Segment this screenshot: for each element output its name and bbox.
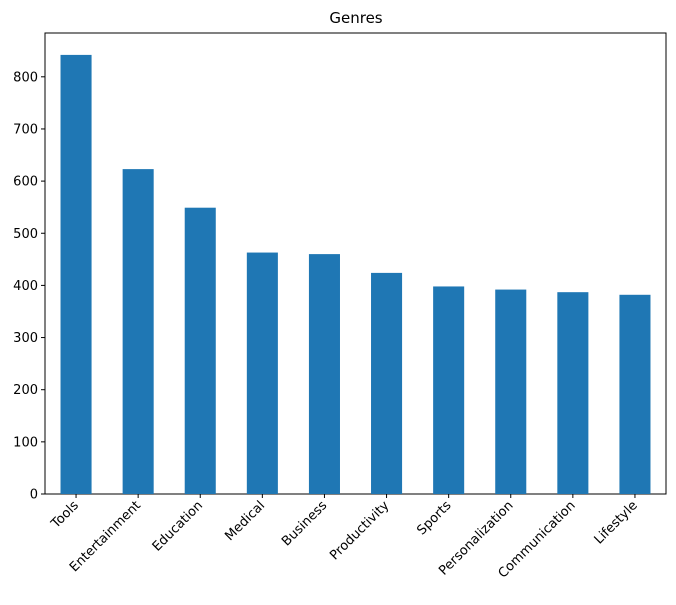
- bar-medical: [246, 252, 278, 494]
- x-tick-label: Productivity: [327, 498, 392, 563]
- bar-entertainment: [122, 169, 154, 495]
- y-tick-label: 500: [13, 227, 38, 242]
- plot-frame: [44, 32, 667, 495]
- y-tick-label: 800: [13, 70, 38, 85]
- y-axis-ticks: 0 100 200 300 400 500 600 700 800: [13, 70, 45, 503]
- x-tick-label: Tools: [48, 498, 82, 532]
- bars: [60, 54, 651, 495]
- y-tick-label: 0: [30, 488, 38, 503]
- y-tick-label: 400: [13, 279, 38, 294]
- x-tick-label: Education: [150, 498, 206, 554]
- bar-communication: [557, 292, 589, 494]
- y-tick-label: 600: [13, 175, 38, 190]
- x-tick-label: Sports: [414, 498, 454, 538]
- bar-business: [308, 254, 340, 494]
- x-tick-label: Medical: [222, 498, 268, 544]
- bar-tools: [60, 54, 92, 495]
- bar-lifestyle: [619, 294, 651, 494]
- axes: [44, 32, 667, 495]
- bar-sports: [433, 286, 465, 494]
- bar-personalization: [495, 289, 527, 494]
- y-tick-label: 100: [13, 435, 38, 450]
- y-tick-label: 300: [13, 331, 38, 346]
- bar-productivity: [371, 272, 403, 494]
- x-tick-label: Business: [279, 498, 330, 549]
- bar-education: [184, 207, 216, 494]
- chart-title: Genres: [329, 9, 382, 27]
- y-tick-label: 200: [13, 383, 38, 398]
- y-tick-label: 700: [13, 122, 38, 137]
- x-tick-label: Lifestyle: [592, 498, 641, 547]
